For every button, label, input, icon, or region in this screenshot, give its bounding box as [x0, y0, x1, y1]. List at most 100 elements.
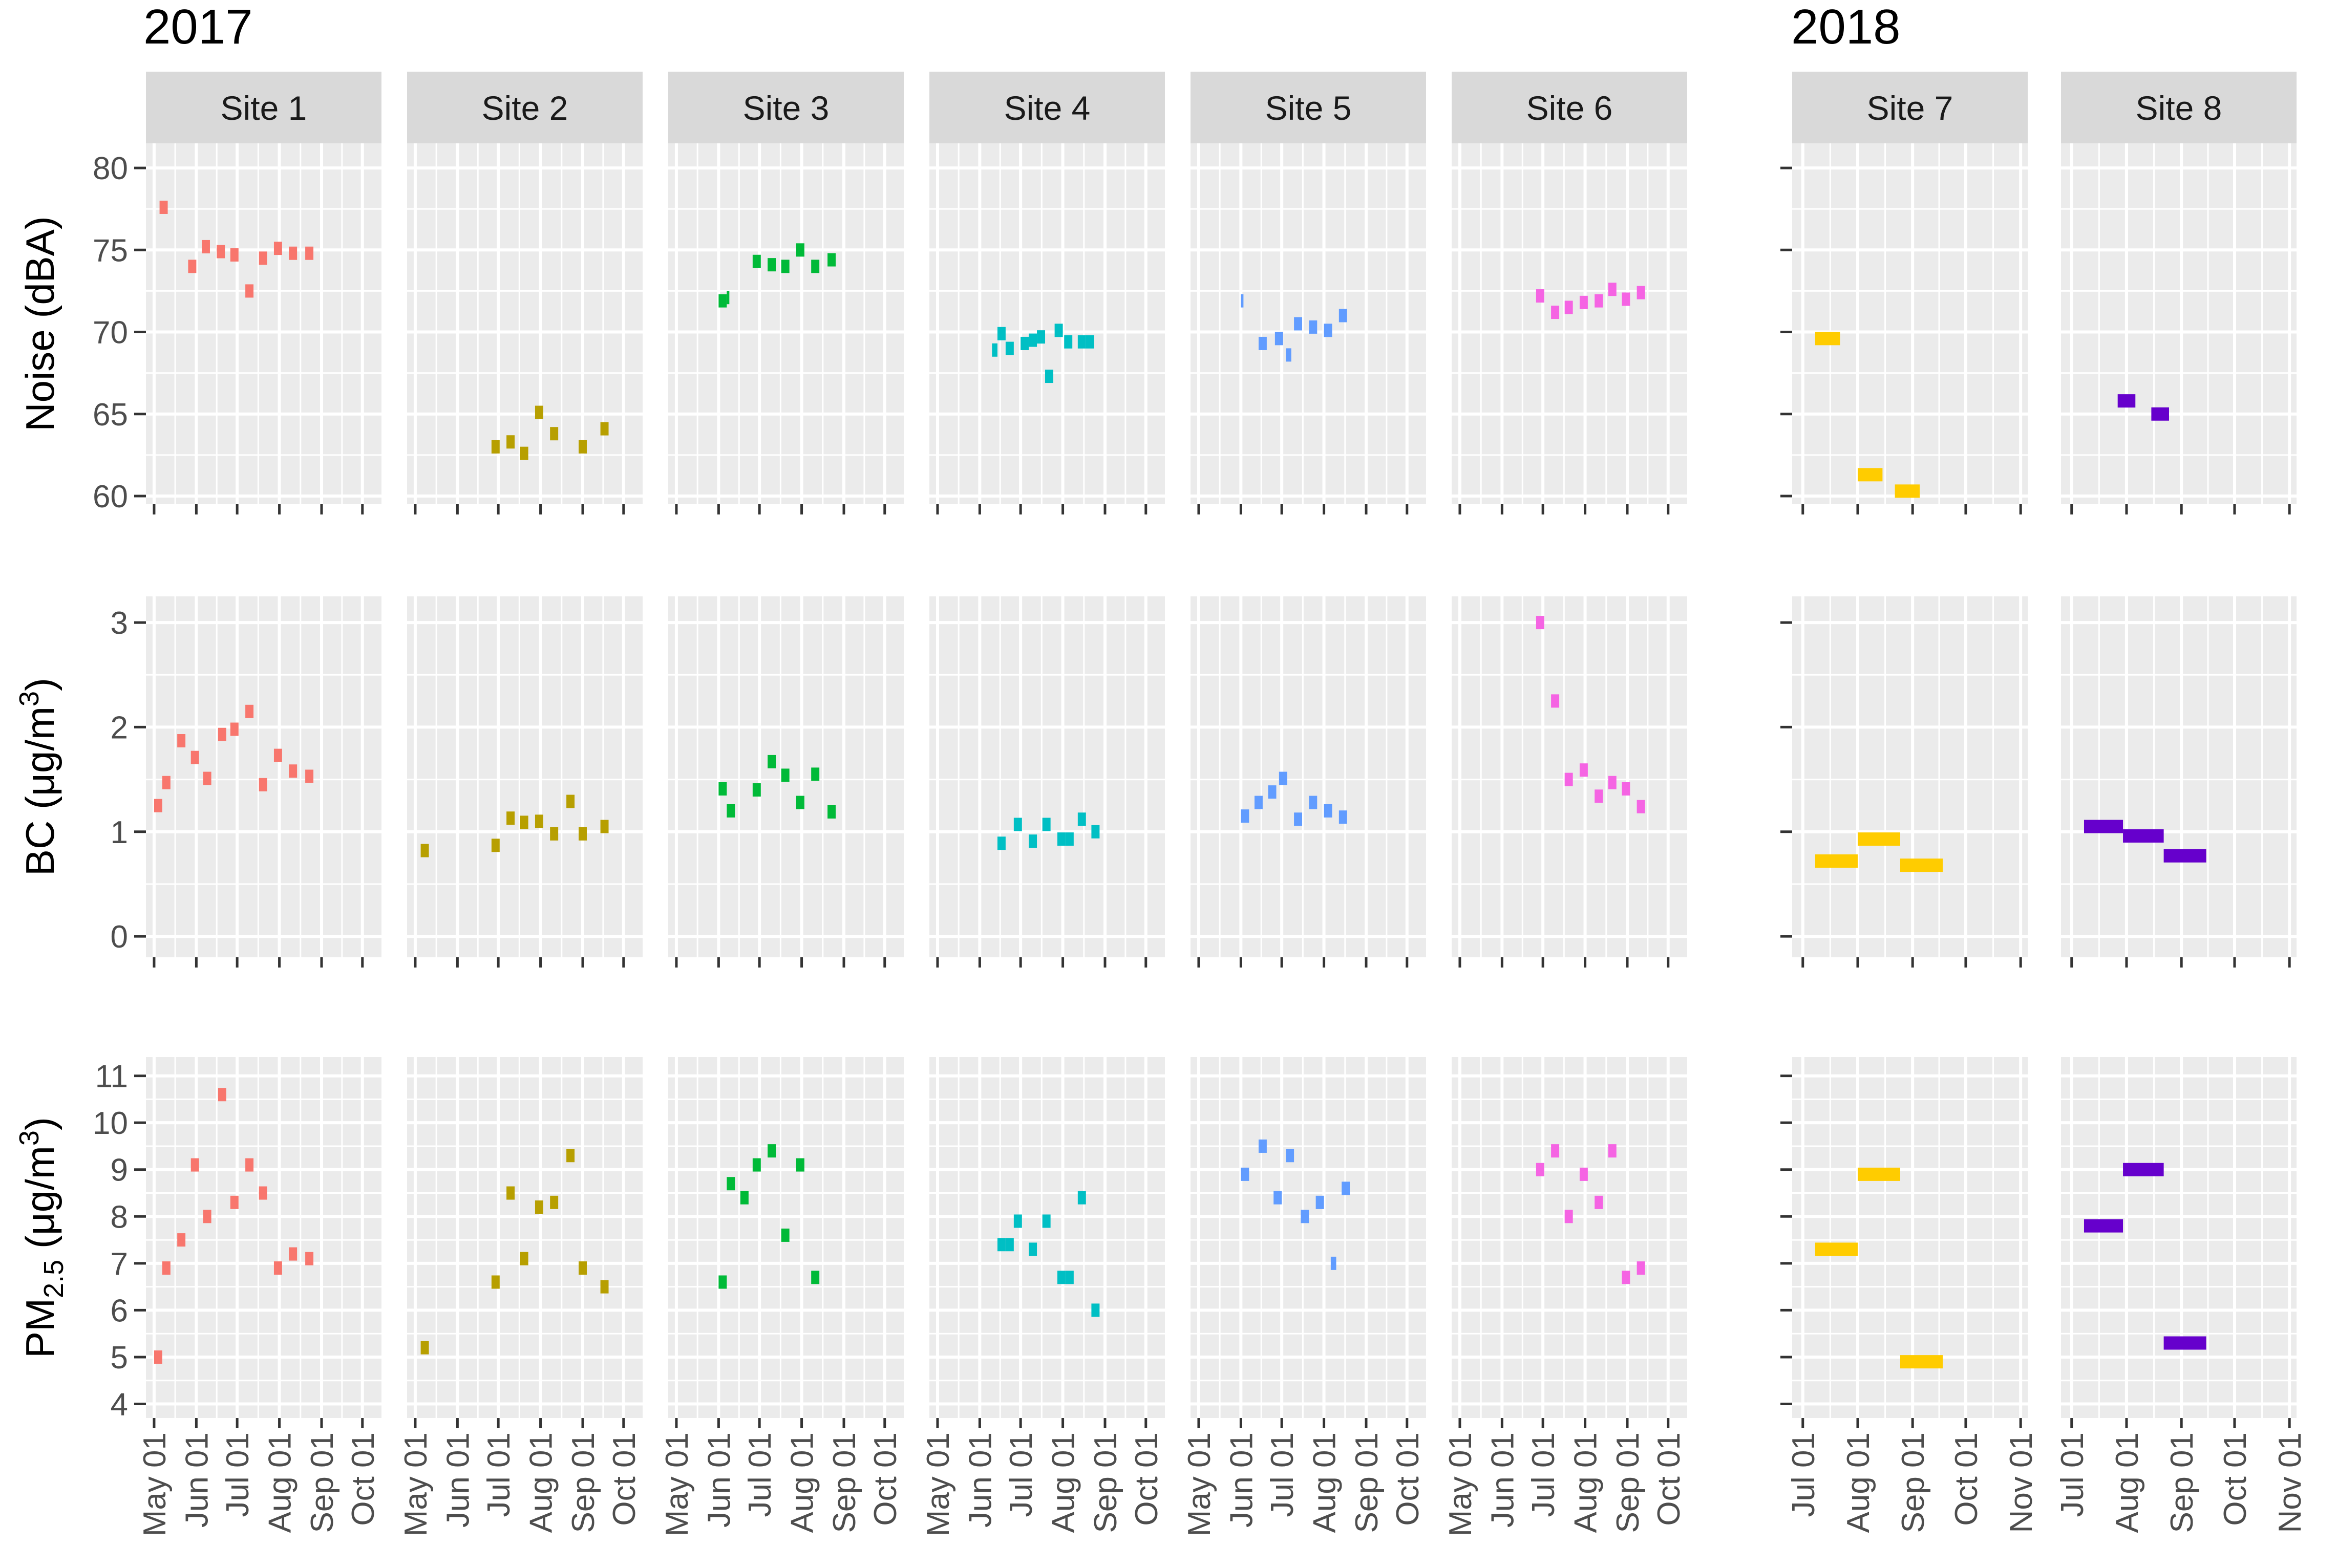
panel-bg: [929, 1057, 1165, 1418]
data-mark-bc-site5-4: [1279, 771, 1287, 785]
data-mark-pm-site1-10: [273, 1261, 282, 1275]
data-mark-bc-site3-1: [718, 782, 727, 796]
data-mark-pm-site1-12: [305, 1252, 314, 1265]
x-tick-label: Aug 01: [785, 1432, 820, 1533]
y-tick-label: 0: [111, 919, 128, 955]
data-mark-pm-site8-1: [2084, 1219, 2123, 1233]
data-mark-pm-site3-8: [811, 1271, 820, 1284]
data-mark-bc-site6-6: [1608, 776, 1617, 789]
y-axis-title-end: ): [17, 1117, 62, 1130]
data-mark-pm-site7-1: [1815, 1242, 1858, 1256]
x-tick-label: Oct 01: [346, 1432, 381, 1526]
data-mark-bc-site8-2: [2123, 829, 2164, 843]
data-mark-noise-site4-6: [1037, 330, 1046, 344]
data-mark-noise-site3-7: [811, 260, 820, 273]
data-mark-bc-site1-3: [177, 734, 186, 747]
data-mark-pm-site3-1: [718, 1275, 727, 1289]
y-tick-label: 4: [111, 1387, 128, 1423]
data-mark-noise-site6-5: [1595, 294, 1603, 308]
data-mark-pm-site1-7: [230, 1195, 239, 1209]
facet-strip-4: [929, 72, 1165, 143]
x-tick-label: Sep 01: [566, 1432, 601, 1533]
panel-bg: [929, 143, 1165, 504]
x-tick-label: Oct 01: [2218, 1432, 2253, 1526]
data-mark-noise-site3-3: [752, 254, 761, 268]
data-mark-noise-site4-1: [992, 343, 997, 357]
x-tick-label: May 01: [1443, 1432, 1478, 1536]
data-mark-pm-site6-7: [1622, 1271, 1630, 1284]
data-mark-bc-site7-2: [1857, 832, 1900, 846]
panel-bg: [929, 596, 1165, 957]
data-mark-noise-site7-2: [1857, 468, 1883, 482]
data-mark-pm-site4-3: [1013, 1214, 1022, 1228]
data-mark-noise-site8-2: [2151, 407, 2169, 421]
data-mark-noise-site6-1: [1536, 289, 1544, 303]
data-mark-pm-site6-8: [1637, 1261, 1645, 1275]
x-tick-label: Nov 01: [2272, 1432, 2308, 1533]
data-mark-noise-site1-9: [289, 246, 298, 260]
data-mark-bc-site6-5: [1595, 789, 1603, 803]
data-mark-noise-site5-7: [1324, 324, 1332, 337]
y-tick-label: 6: [111, 1293, 128, 1328]
data-mark-noise-site3-4: [768, 258, 776, 272]
data-mark-noise-site5-5: [1294, 317, 1303, 331]
x-tick-label: Aug 01: [1568, 1432, 1604, 1533]
data-mark-bc-site1-2: [162, 776, 171, 789]
data-mark-bc-site8-3: [2163, 849, 2206, 863]
y-axis-title-main: Noise (dBA): [17, 216, 62, 431]
facet-strip-7: [1792, 72, 2028, 143]
data-mark-bc-site1-5: [203, 771, 211, 785]
data-mark-bc-site3-5: [781, 768, 790, 782]
data-mark-pm-site2-7: [566, 1149, 575, 1163]
x-tick-label: Sep 01: [305, 1432, 340, 1533]
x-tick-label: Sep 01: [2164, 1432, 2200, 1533]
facet-strip-label-4: Site 4: [1004, 89, 1091, 127]
data-mark-pm-site1-11: [289, 1247, 298, 1261]
data-mark-bc-site1-8: [245, 704, 254, 718]
data-mark-pm-site2-4: [520, 1252, 528, 1265]
panel-bg: [1452, 143, 1687, 504]
year-label-2017: 2017: [143, 0, 253, 54]
data-mark-bc-site3-2: [727, 804, 735, 818]
y-tick-label: 70: [93, 315, 128, 351]
data-mark-bc-site1-6: [218, 727, 226, 741]
x-tick-label: Sep 01: [1896, 1432, 1931, 1533]
data-mark-pm-site6-4: [1579, 1167, 1588, 1181]
y-axis-title-noise: Noise (dBA): [17, 216, 62, 431]
x-tick-label: Jul 01: [481, 1432, 517, 1517]
data-mark-pm-site3-6: [781, 1228, 790, 1242]
data-mark-bc-site8-1: [2084, 820, 2123, 833]
data-mark-pm-site6-6: [1608, 1144, 1617, 1158]
data-mark-pm-site4-4: [1029, 1242, 1037, 1256]
facet-strip-1: [146, 72, 381, 143]
data-mark-noise-site2-4: [535, 405, 543, 419]
x-tick-label: Jun 01: [440, 1432, 476, 1528]
data-mark-pm-site2-5: [535, 1200, 543, 1214]
data-mark-noise-site1-10: [305, 246, 314, 260]
facet-strip-8: [2061, 72, 2297, 143]
x-tick-label: May 01: [398, 1432, 434, 1536]
panel-bg: [2061, 596, 2297, 957]
x-tick-label: Jun 01: [963, 1432, 998, 1528]
data-mark-bc-site6-7: [1622, 782, 1630, 796]
data-mark-bc-site1-12: [305, 769, 314, 783]
x-tick-label: Nov 01: [2004, 1432, 2039, 1533]
data-mark-bc-site6-2: [1551, 694, 1560, 708]
x-tick-label: Oct 01: [1390, 1432, 1426, 1526]
data-mark-pm-site6-1: [1536, 1163, 1544, 1176]
data-mark-noise-site6-7: [1622, 292, 1630, 306]
data-mark-pm-site1-9: [259, 1186, 267, 1200]
data-mark-pm-site3-4: [752, 1158, 761, 1172]
data-mark-bc-site4-2: [1013, 818, 1022, 831]
panel-bg: [146, 143, 381, 504]
x-tick-label: Oct 01: [1129, 1432, 1164, 1526]
data-mark-bc-site5-6: [1309, 796, 1318, 809]
data-mark-pm-site3-3: [740, 1191, 749, 1205]
data-mark-bc-site4-4: [1042, 818, 1051, 831]
data-mark-noise-site1-6: [245, 284, 254, 298]
data-mark-bc-site1-11: [289, 764, 298, 778]
panel-bg: [407, 1057, 643, 1418]
x-tick-label: Aug 01: [524, 1432, 559, 1533]
